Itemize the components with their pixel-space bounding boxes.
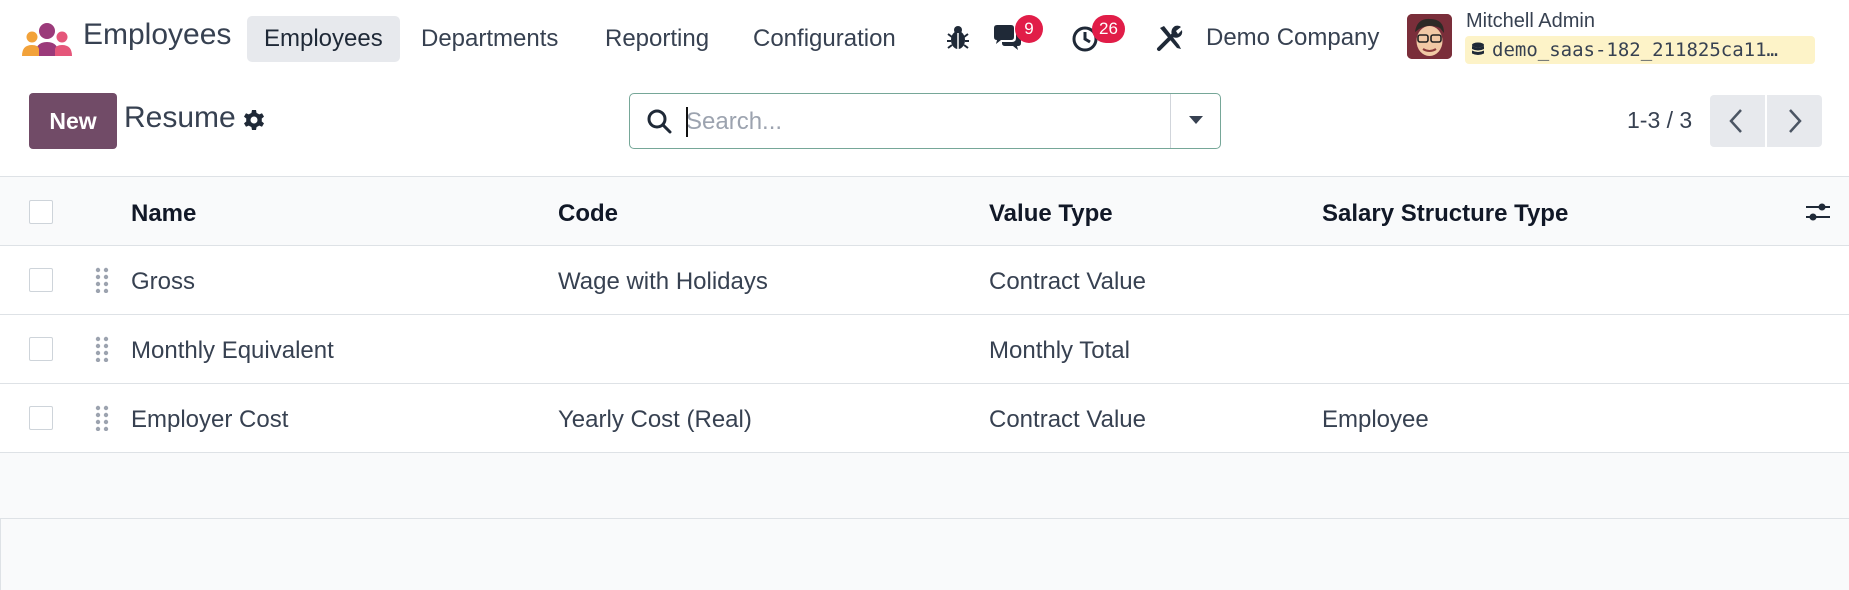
list-view: Name Code Value Type Salary Structure Ty… [0,178,1849,519]
menu-employees[interactable]: Employees [247,16,400,62]
company-switcher[interactable]: Demo Company [1206,24,1380,51]
row-checkbox[interactable] [29,406,53,430]
caret-down-icon [1189,116,1203,124]
cell-code: Yearly Cost (Real) [558,406,752,433]
cell-value-type: Monthly Total [989,337,1130,364]
cell-name: Monthly Equivalent [131,337,334,364]
menu-reporting[interactable]: Reporting [605,25,710,52]
page-title: Resume [124,101,236,134]
search-bar [629,93,1221,149]
app-name[interactable]: Employees [83,18,232,51]
bug-icon[interactable] [942,22,974,54]
cell-salary-structure-type: Employee [1322,406,1429,433]
chevron-right-icon [1789,109,1802,133]
menu-departments[interactable]: Departments [421,25,559,52]
row-checkbox[interactable] [29,337,53,361]
user-name[interactable]: Mitchell Admin [1466,10,1595,32]
optional-columns-icon[interactable] [1805,199,1831,225]
database-icon [1472,42,1484,55]
table-row[interactable]: Monthly Equivalent Monthly Total [0,315,1849,384]
table-row[interactable]: Employer Cost Yearly Cost (Real) Contrac… [0,384,1849,453]
search-options-toggle[interactable] [1170,94,1220,148]
chevron-left-icon [1729,109,1742,133]
database-name: demo_saas-182_211825ca11… [1492,39,1778,61]
control-panel: New Resume 1-3 / 3 [0,77,1849,177]
tools-icon[interactable] [1154,22,1186,54]
drag-handle-icon[interactable] [94,405,110,431]
drag-handle-icon[interactable] [94,267,110,293]
select-all-checkbox[interactable] [29,200,53,224]
activity-badge: 26 [1092,15,1125,43]
search-input[interactable] [686,104,1146,140]
pager-value[interactable]: 1-3 / 3 [1627,107,1693,133]
cell-name: Gross [131,268,196,295]
cell-code: Wage with Holidays [558,268,768,295]
top-navbar: Employees Employees Departments Reportin… [0,0,1849,77]
empty-row [0,453,1849,519]
cell-name: Employer Cost [131,406,289,433]
drag-handle-icon[interactable] [94,336,110,362]
search-icon [647,109,672,134]
table-header: Name Code Value Type Salary Structure Ty… [0,178,1849,246]
text-cursor [686,107,688,137]
messages-badge: 9 [1015,15,1043,43]
table-row[interactable]: Gross Wage with Holidays Contract Value [0,246,1849,315]
pager-previous-button[interactable] [1710,95,1765,147]
avatar[interactable] [1407,14,1452,59]
gear-icon[interactable] [242,108,266,132]
cell-value-type: Contract Value [989,268,1146,295]
new-button[interactable]: New [29,93,117,149]
cell-value-type: Contract Value [989,406,1146,433]
row-checkbox[interactable] [29,268,53,292]
user-avatar-image [1407,14,1452,59]
column-header-salary-structure-type[interactable]: Salary Structure Type [1322,200,1569,227]
column-header-value-type[interactable]: Value Type [989,200,1113,227]
menu-configuration[interactable]: Configuration [753,25,896,52]
column-header-code[interactable]: Code [558,200,618,227]
database-badge: demo_saas-182_211825ca11… [1465,36,1815,64]
column-header-name[interactable]: Name [131,200,197,227]
employees-app-icon[interactable] [22,22,72,56]
pager-next-button[interactable] [1767,95,1822,147]
